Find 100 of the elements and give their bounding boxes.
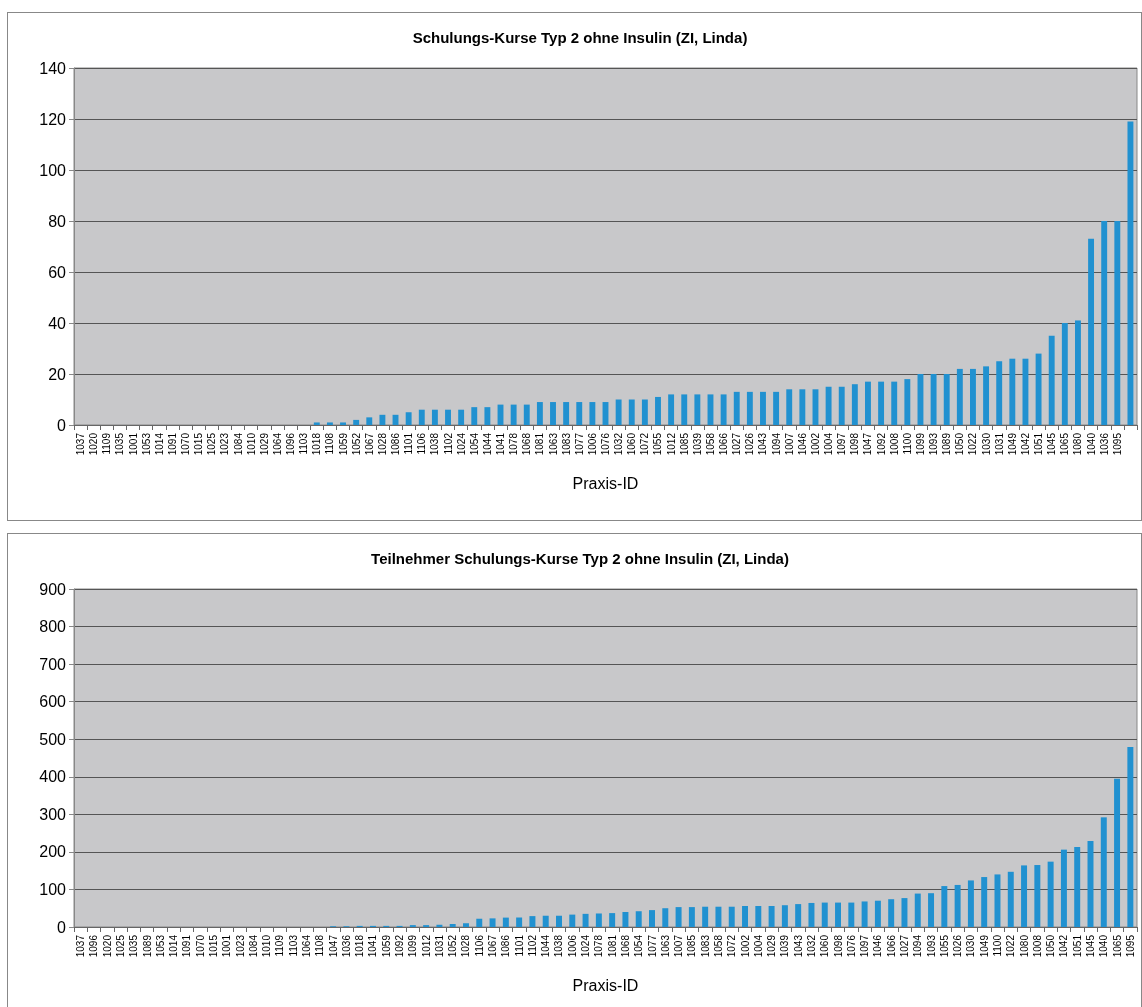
bar — [662, 908, 669, 927]
y-tick-label: 140 — [39, 59, 67, 77]
x-tick-label: 1077 — [646, 934, 658, 958]
x-tick-label: 1106 — [473, 934, 485, 957]
x-tick-label: 1037 — [75, 934, 87, 958]
x-tick-label: 1063 — [659, 934, 671, 958]
bar — [904, 379, 911, 425]
bar — [1048, 335, 1055, 425]
x-tick-label: 1093 — [928, 432, 940, 456]
x-tick-label: 1007 — [783, 432, 795, 456]
bar — [353, 419, 360, 425]
x-tick-label: 1102 — [442, 432, 454, 455]
bar — [445, 409, 451, 425]
bar — [622, 911, 629, 927]
x-tick-label: 1103 — [298, 432, 310, 455]
bar — [848, 902, 855, 927]
x-tick-label: 1085 — [678, 432, 690, 456]
x-tick-label: 1008 — [1031, 934, 1043, 958]
bar — [808, 902, 815, 927]
bar — [1060, 849, 1067, 927]
bar — [550, 402, 556, 425]
x-tick-label: 1066 — [718, 432, 730, 456]
x-tick-label: 1015 — [208, 934, 220, 958]
chart-title: Schulungs-Kurse Typ 2 ohne Insulin (ZI, Linda) — [412, 29, 748, 46]
x-tick-label: 1036 — [340, 934, 352, 958]
x-tick-label: 1066 — [885, 934, 897, 958]
y-tick-label: 40 — [48, 314, 67, 332]
x-tick-label: 1089 — [941, 432, 953, 456]
bar — [755, 905, 762, 927]
bar — [563, 402, 570, 425]
x-tick-label: 1032 — [805, 934, 817, 958]
x-tick-label: 1067 — [487, 934, 499, 958]
bar — [1061, 323, 1068, 425]
x-tick-label: 1046 — [872, 934, 884, 958]
x-tick-label: 1045 — [1084, 934, 1096, 958]
x-tick-label: 1065 — [1059, 432, 1071, 456]
bar — [609, 913, 616, 927]
bar — [799, 389, 806, 425]
bar — [954, 884, 961, 927]
x-tick-label: 1083 — [560, 432, 572, 456]
chart-title: Teilnehmer Schulungs-Kurse Typ 2 ohne Insulin (ZI, Linda) — [371, 550, 789, 567]
x-tick-label: 1086 — [390, 432, 402, 456]
bar — [865, 381, 871, 425]
x-tick-label: 1045 — [1046, 432, 1058, 456]
bar — [888, 899, 895, 927]
x-tick-label: 1058 — [712, 934, 724, 958]
x-tick-label: 1076 — [600, 432, 611, 456]
x-tick-label: 1053 — [140, 432, 152, 456]
bar — [760, 391, 766, 425]
x-tick-label: 1067 — [363, 432, 375, 456]
x-tick-label: 1080 — [1072, 432, 1084, 456]
y-tick-label: 600 — [39, 693, 67, 711]
x-axis-title: Praxis-ID — [572, 474, 639, 492]
x-tick-label: 1084 — [232, 432, 244, 456]
bar — [1100, 817, 1107, 927]
bar — [436, 924, 443, 927]
bar — [1009, 358, 1016, 425]
bar — [878, 381, 885, 425]
x-tick-label: 1083 — [699, 934, 711, 958]
x-tick-label: 1001 — [127, 432, 139, 456]
x-tick-label: 1046 — [796, 432, 808, 456]
bar — [628, 399, 635, 425]
bar — [340, 422, 346, 425]
y-tick-label: 300 — [39, 805, 67, 823]
x-tick-label: 1043 — [757, 432, 769, 456]
x-tick-label: 1059 — [337, 432, 349, 456]
x-tick-label: 1040 — [1098, 934, 1110, 958]
x-tick-label: 1051 — [1071, 934, 1083, 958]
bar — [529, 916, 536, 927]
bar — [702, 906, 709, 927]
bar — [981, 877, 988, 927]
x-tick-label: 1059 — [380, 934, 392, 958]
x-tick-label: 1023 — [219, 432, 231, 456]
bar — [851, 384, 858, 425]
x-axis-title: Praxis-ID — [572, 976, 639, 994]
bar — [983, 366, 990, 425]
bar — [1074, 847, 1081, 927]
bar — [967, 880, 974, 927]
x-tick-label: 1084 — [247, 934, 259, 958]
x-tick-label: 1109 — [274, 934, 286, 957]
bar — [326, 422, 333, 425]
x-tick-label: 1023 — [234, 934, 246, 958]
x-tick-label: 1039 — [779, 934, 791, 958]
bar — [835, 902, 842, 927]
bar — [781, 905, 788, 927]
bar — [471, 407, 478, 425]
x-tick-label: 1091 — [181, 934, 193, 958]
bar — [768, 905, 775, 927]
x-tick-label: 1070 — [194, 934, 206, 958]
x-tick-label: 1108 — [324, 432, 336, 455]
x-tick-label: 1109 — [101, 432, 113, 455]
x-tick-label: 1050 — [1045, 934, 1057, 958]
bar — [838, 386, 845, 425]
x-tick-label: 1010 — [245, 432, 257, 456]
x-tick-label: 1096 — [88, 934, 100, 958]
x-tick-label: 1042 — [1058, 934, 1070, 958]
bar — [1114, 221, 1121, 425]
y-tick-label: 900 — [39, 580, 67, 598]
x-tick-label: 1031 — [433, 934, 445, 958]
x-tick-label: 1041 — [495, 432, 507, 456]
